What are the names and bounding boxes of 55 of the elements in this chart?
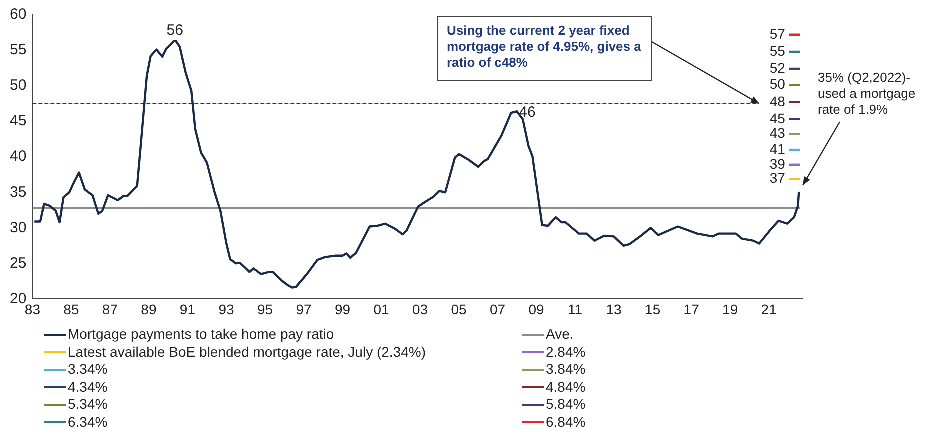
data-label: 41 (770, 140, 786, 157)
data-label: 37 (770, 170, 786, 186)
x-tick-label: 11 (568, 301, 583, 318)
x-tick-label: 93 (218, 301, 234, 318)
data-label: 45 (770, 110, 786, 126)
y-tick-label: 20 (10, 290, 27, 308)
y-tick-label: 40 (10, 148, 27, 166)
legend-label: 5.84% (546, 396, 586, 414)
y-tick-label: 25 (10, 254, 27, 272)
data-label: 55 (770, 42, 786, 59)
y-tick-label: 50 (10, 77, 27, 94)
x-tick-label: 13 (606, 301, 622, 318)
legend-label: 3.34% (68, 361, 108, 378)
legend-label: 3.84% (546, 361, 586, 378)
x-tick-label: 09 (528, 301, 545, 318)
legend-label: Latest available BoE blended mortgage rate, July (2.34%) (68, 344, 426, 361)
data-label: 52 (770, 60, 786, 76)
x-tick-label: 17 (684, 301, 700, 318)
x-tick-label: 89 (141, 301, 157, 318)
x-tick-label: 91 (180, 301, 196, 318)
x-tick-label: 19 (722, 301, 738, 318)
x-tick-label: 01 (374, 301, 390, 318)
x-tick-label: 85 (64, 301, 80, 318)
x-tick-label: 05 (451, 301, 468, 318)
y-tick-label: 30 (10, 219, 27, 236)
x-tick-label: 15 (645, 301, 661, 318)
legend-label: 6.84% (546, 414, 586, 431)
y-tick-label: 60 (10, 6, 27, 24)
x-tick-label: 99 (334, 301, 351, 318)
x-tick-label: 83 (24, 301, 41, 318)
legend-label: Ave. (546, 326, 574, 344)
data-label: 57 (770, 26, 786, 42)
y-tick-label: 55 (10, 42, 27, 59)
x-tick-label: 21 (761, 301, 778, 318)
annotation: 35% (Q2,2022)- used a mortgage rate of 1.9% (818, 70, 916, 118)
legend-label: 5.34% (68, 396, 108, 414)
annotation: 46 (519, 104, 536, 121)
x-tick-label: 07 (490, 301, 506, 318)
x-tick-label: 03 (412, 301, 428, 318)
legend-label: Mortgage payments to take home pay ratio (68, 326, 334, 344)
annotation: Using the current 2 year fixed mortgage rate of 4.95%, gives a ratio of c48% (447, 23, 642, 70)
y-tick-label: 45 (10, 112, 27, 130)
x-tick-label: 87 (102, 301, 118, 318)
legend-label: 4.84% (546, 378, 586, 396)
legend-label: 6.34% (68, 414, 108, 431)
legend-label: 4.34% (68, 378, 108, 396)
x-tick-label: 95 (257, 301, 274, 318)
x-tick-label: 97 (296, 301, 312, 318)
data-label: 43 (770, 125, 786, 142)
annotation: 56 (166, 22, 184, 39)
data-label: 50 (770, 76, 786, 92)
data-label: 39 (770, 156, 786, 172)
data-label: 48 (770, 93, 786, 110)
legend-label: 2.84% (546, 344, 586, 361)
y-tick-label: 35 (10, 184, 27, 201)
